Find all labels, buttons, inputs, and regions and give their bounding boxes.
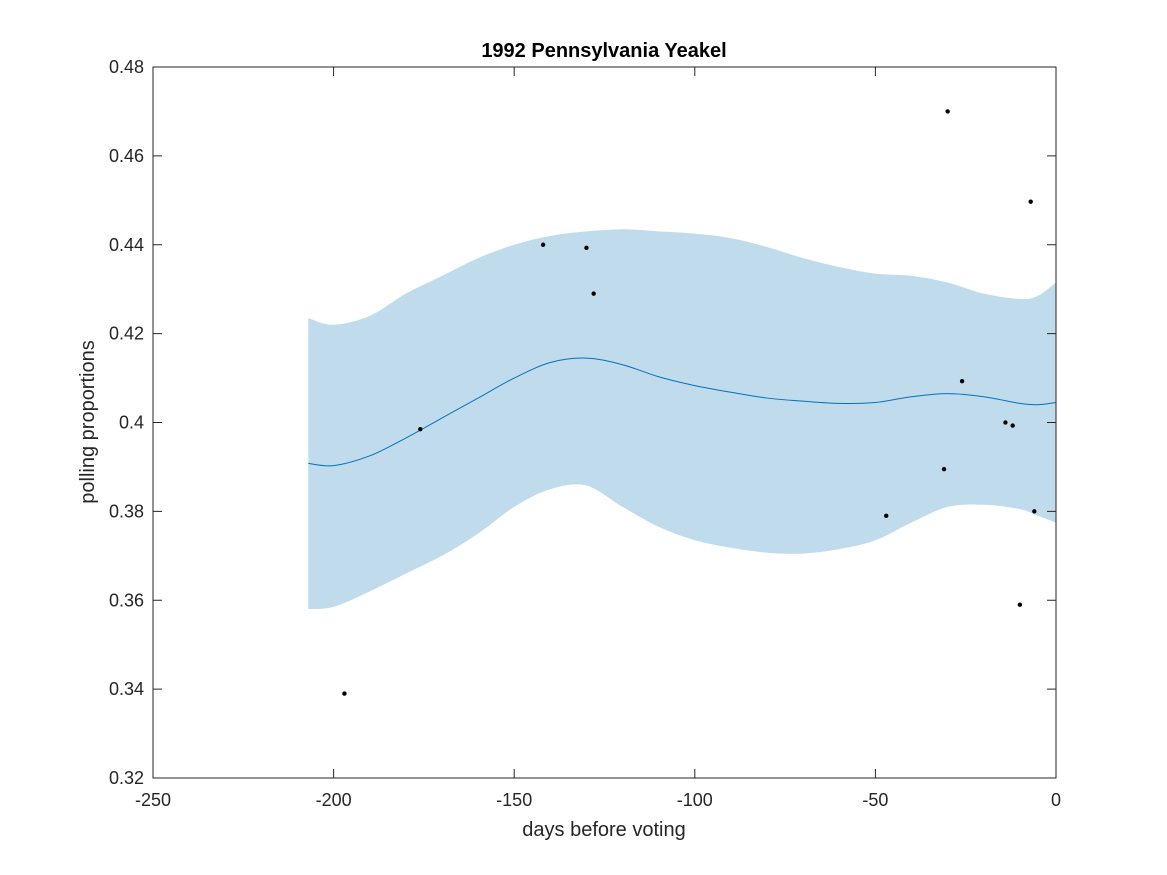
data-point [1017,602,1023,607]
x-tick-label: -150 [496,790,532,810]
data-point [941,466,947,472]
data-point [591,291,596,296]
data-point [884,513,889,519]
y-tick-label: 0.44 [109,235,144,255]
y-tick-label: 0.46 [109,146,144,166]
y-tick-label: 0.36 [109,590,144,610]
x-tick-label: 0 [1051,790,1061,810]
data-point [959,378,965,384]
data-points [342,109,1037,696]
confidence-band [308,229,1056,610]
y-tick-label: 0.34 [109,679,144,699]
chart-title: 1992 Pennsylvania Yeakel [481,40,726,62]
y-tick-label: 0.4 [119,413,144,433]
data-point [1010,423,1015,428]
data-point [342,691,347,696]
x-tick-label: -250 [135,790,171,810]
data-point [584,245,589,251]
trend-line [308,357,1057,467]
y-tick-label: 0.38 [109,501,144,521]
data-point [1032,509,1037,514]
x-tick-label: -50 [862,790,888,810]
x-axis: -250 -200 -150 -100 -50 0 [135,67,1061,810]
data-point [945,109,950,114]
y-tick-label: 0.32 [109,768,144,788]
x-tick-label: -100 [677,790,713,810]
y-tick-label: 0.42 [109,324,144,344]
data-point [540,242,546,247]
data-point [418,426,423,432]
data-point [1028,199,1033,204]
plot-area [308,109,1057,696]
y-tick-label: 0.48 [109,57,144,77]
data-point [1003,420,1008,425]
y-axis: 0.32 0.34 0.36 0.38 0.4 0.42 0.44 0.46 0.48 [109,57,1056,788]
x-axis-label: days before voting [522,819,685,841]
x-tick-label: -200 [316,790,352,810]
y-axis-label: polling proportions [77,340,99,503]
